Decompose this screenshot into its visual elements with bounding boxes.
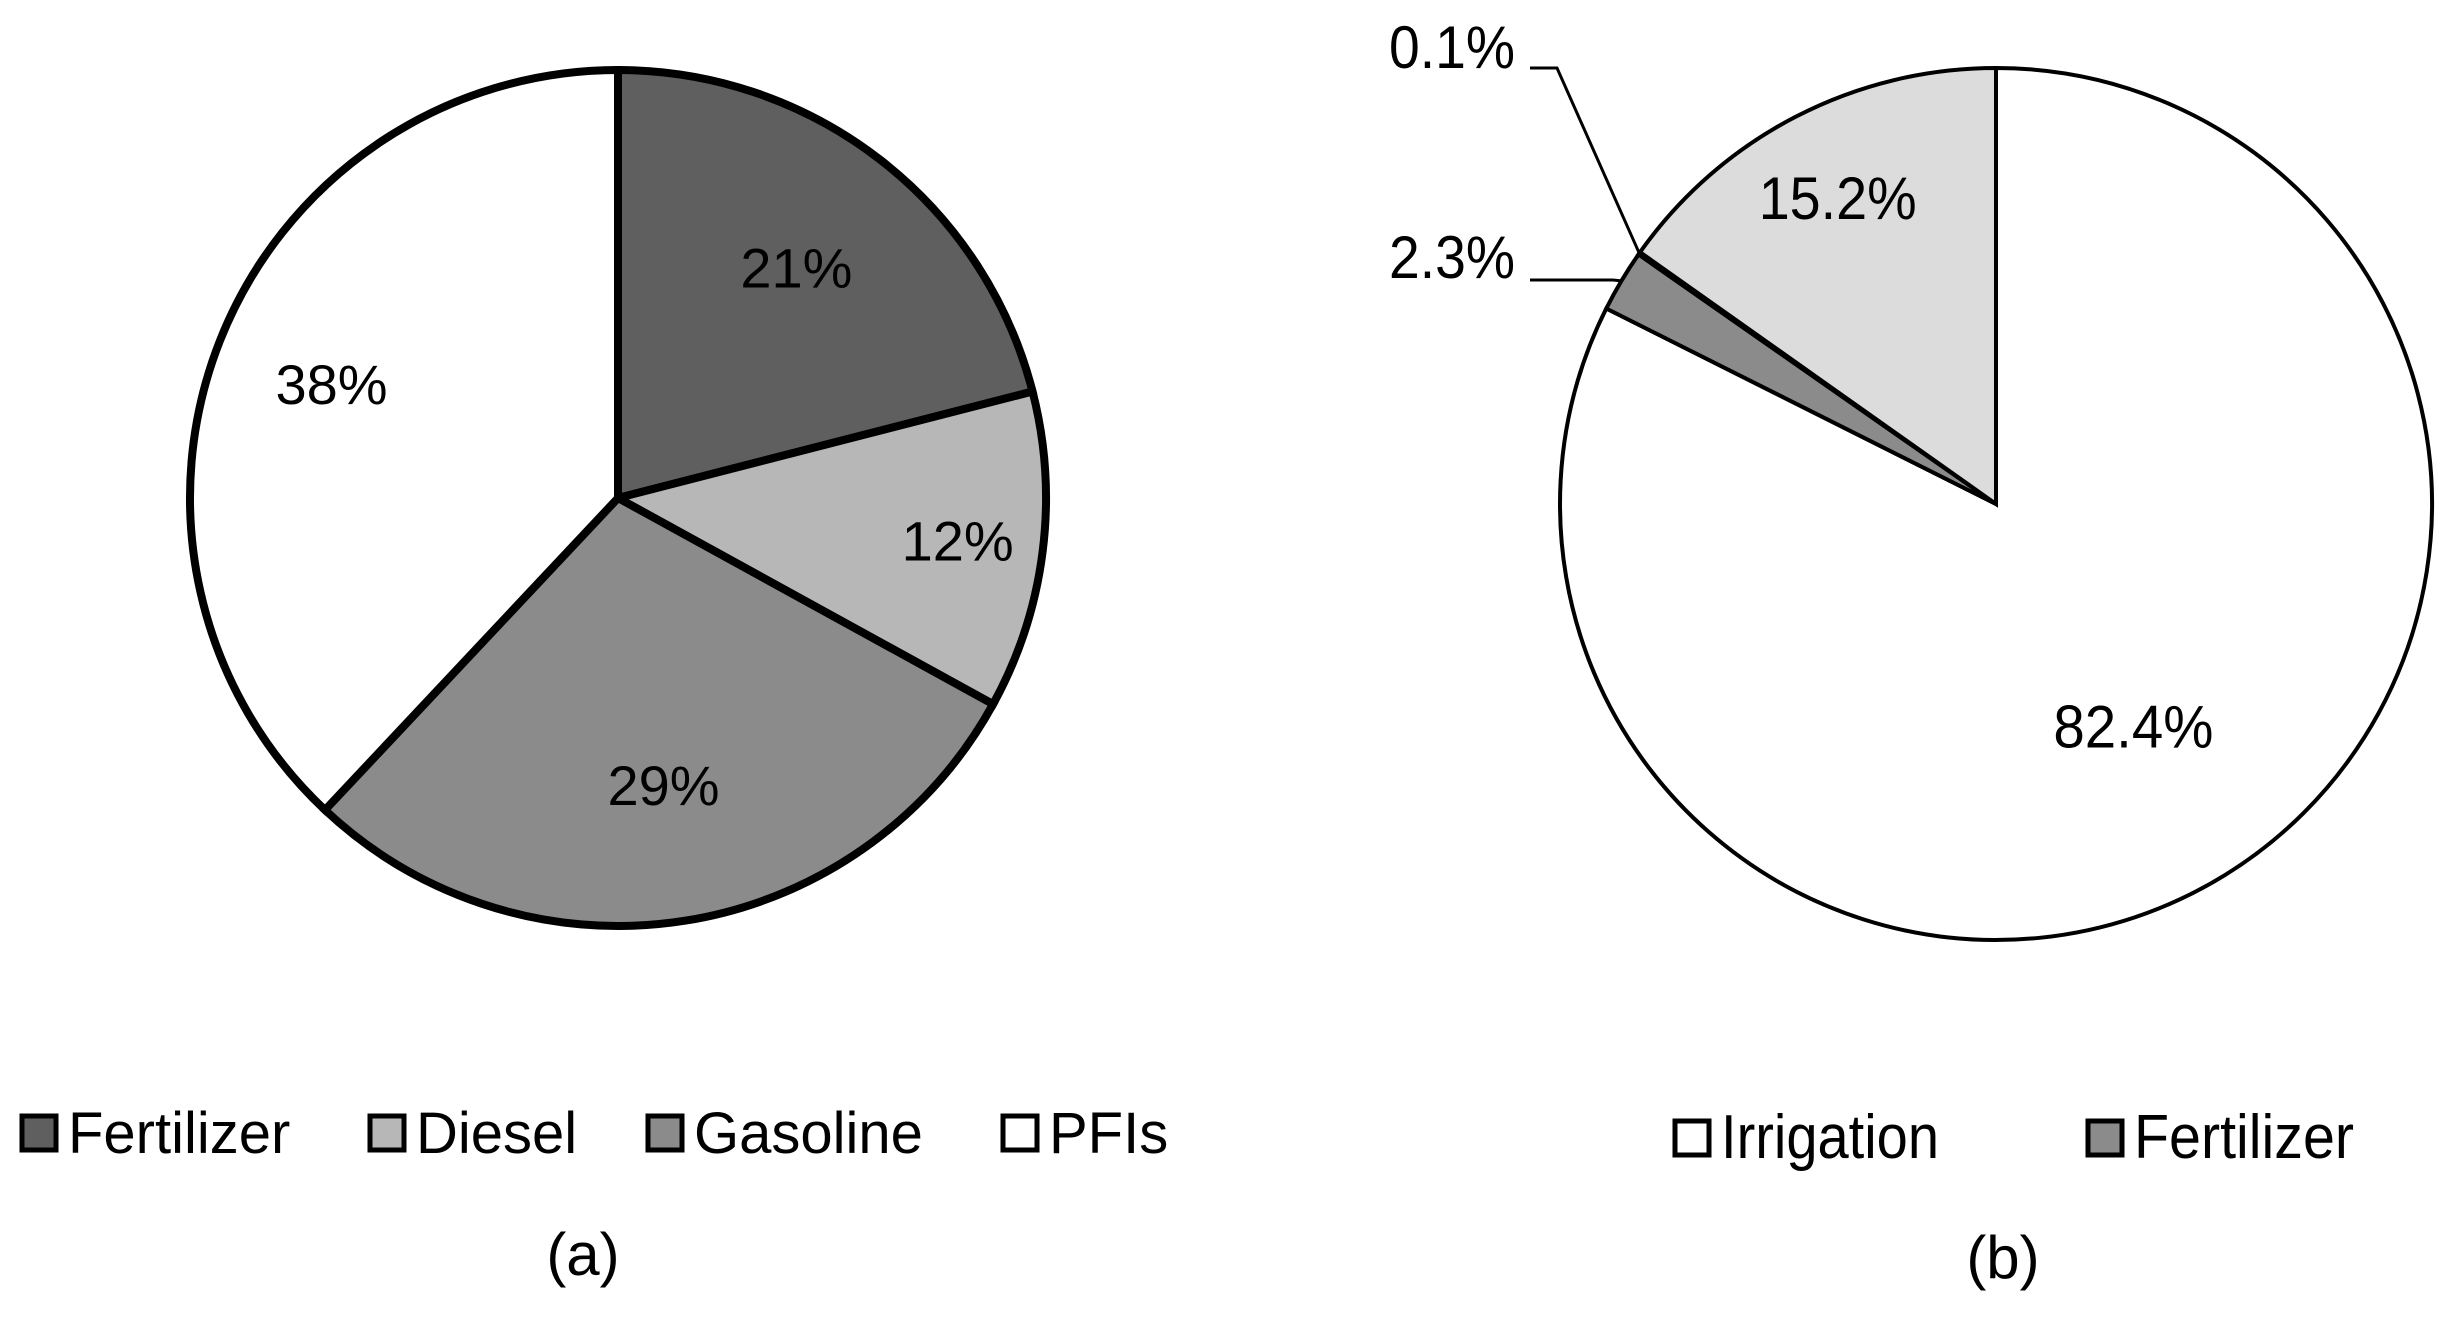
legend-a-label-gasoline: Gasoline	[694, 1101, 923, 1166]
pie-b-value-label-3: 15.2%	[1759, 165, 1917, 232]
pie-a-value-label-2: 29%	[607, 754, 719, 817]
pie-b-leader-2	[1530, 66, 1641, 254]
legend-b-label-fertilizer: Fertilizer	[2134, 1103, 2354, 1172]
legend-b-swatch-irrigation	[1672, 1118, 1712, 1158]
legend-a-swatch-gasoline	[645, 1113, 685, 1153]
pie-a-slices	[186, 65, 1050, 931]
pie-b-value-label-1: 2.3%	[1389, 224, 1515, 291]
legend-a-label-fertilizer: Fertilizer	[68, 1101, 290, 1166]
pie-b-value-labels: 82.4% 2.3% 0.1% 15.2%	[1389, 14, 2213, 761]
pie-b-leader-1	[1530, 278, 1622, 283]
pie-chart-b: 82.4%2.3%0.1%15.2% Irrigation Fertilizer …	[1389, 14, 2434, 1291]
legend-a-swatch-pfis	[1000, 1113, 1040, 1153]
legend-b-label-irrigation: Irrigation	[1721, 1103, 1939, 1172]
legend-a-label-diesel: Diesel	[416, 1101, 577, 1166]
legend-a-label-pfis: PFIs	[1049, 1101, 1168, 1166]
legend-a-swatch-diesel	[367, 1113, 407, 1153]
caption-a: (a)	[546, 1221, 619, 1288]
pie-chart-a: 21% 12% 29% 38% Fertilizer Diesel Gasoline PFI…	[19, 65, 1168, 1288]
caption-b: (b)	[1966, 1224, 2039, 1291]
pie-a-value-label-0: 21%	[740, 237, 852, 300]
legend-b-swatch-fertilizer	[2085, 1118, 2125, 1158]
pie-b-value-label-0: 82.4%	[2053, 694, 2213, 761]
legend-a-swatch-fertilizer	[19, 1113, 59, 1153]
pie-b-leader-lines	[1530, 66, 1641, 283]
pie-a-slice-fertilizer	[614, 65, 1038, 504]
pie-a-slice-diesel	[607, 386, 1050, 710]
legend-a: Fertilizer Diesel Gasoline PFIs	[19, 1101, 1168, 1166]
pie-a-value-label-3: 38%	[275, 353, 387, 416]
pie-b-slices	[1558, 65, 2434, 942]
legend-b: Irrigation Fertilizer	[1672, 1103, 2354, 1172]
pie-b-slice-slice-3	[1637, 65, 1998, 508]
pie-a-slice-pfis	[186, 65, 622, 816]
pie-a-value-labels: 21% 12% 29% 38%	[275, 237, 1014, 817]
pie-b-value-label-2: 0.1%	[1389, 14, 1515, 81]
pie-a-value-label-1: 12%	[902, 510, 1014, 573]
pie-a-slice-gasoline	[319, 493, 999, 931]
